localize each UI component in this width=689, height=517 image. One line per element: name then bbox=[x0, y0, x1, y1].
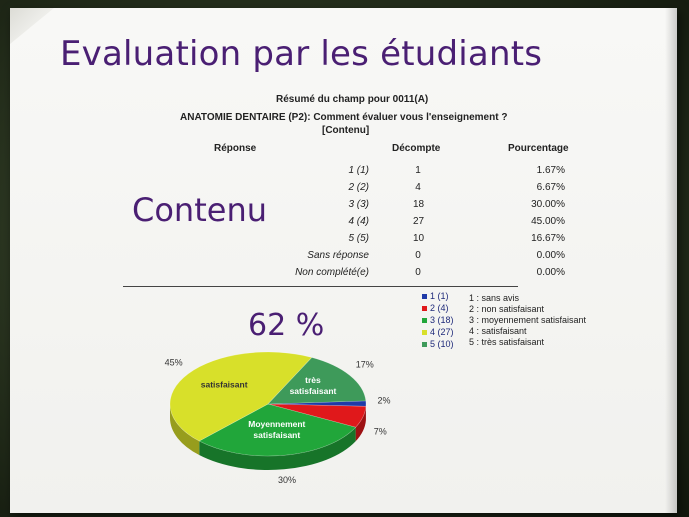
row-percent: 0.00% bbox=[536, 250, 565, 261]
slice-sans-avis bbox=[267, 400, 367, 407]
slice-satisfaisant bbox=[169, 351, 313, 442]
row-label: 1 (1) bbox=[348, 165, 369, 176]
legend-swatch bbox=[422, 330, 427, 336]
legend-item: 1 (1) bbox=[422, 291, 449, 302]
row-percent: 16.67% bbox=[531, 233, 565, 244]
legend-swatch bbox=[422, 342, 427, 348]
row-label: 5 (5) bbox=[348, 233, 369, 244]
summary-heading: Résumé du champ pour 0011(A) bbox=[276, 94, 429, 105]
legend-label: 4 (27) bbox=[430, 327, 454, 337]
row-count: 27 bbox=[413, 216, 425, 227]
slice-tres-satisfaisant bbox=[267, 357, 367, 405]
section-label: [Contenu] bbox=[322, 125, 370, 136]
legend-swatch bbox=[422, 294, 427, 300]
slice-percent-label: 2% bbox=[377, 396, 390, 406]
legend-swatch bbox=[422, 306, 427, 312]
slice-satisfaisant-side bbox=[170, 404, 200, 456]
row-label: 4 (4) bbox=[348, 216, 369, 227]
row-count: 10 bbox=[413, 233, 425, 244]
scale-description: 3 : moyennement satisfaisant bbox=[469, 315, 587, 325]
slice-text: satisfaisant bbox=[201, 379, 248, 389]
scale-description: 2 : non satisfaisant bbox=[469, 304, 545, 314]
slice-percent-label: 45% bbox=[165, 358, 183, 368]
row-percent: 0.00% bbox=[536, 267, 565, 278]
slice-text: satisfaisant bbox=[253, 430, 300, 440]
row-count: 18 bbox=[413, 199, 425, 210]
slice-non-satisfaisant bbox=[267, 403, 367, 428]
row-percent: 30.00% bbox=[531, 199, 565, 210]
legend-item: 2 (4) bbox=[422, 303, 449, 314]
legend-label: 2 (4) bbox=[430, 303, 449, 313]
slice-text: Moyennement bbox=[248, 419, 305, 429]
row-count: 4 bbox=[415, 182, 421, 193]
row-label: Non complété(e) bbox=[295, 267, 369, 278]
row-label: 3 (3) bbox=[348, 199, 369, 210]
pie-chart: 2%7%30%Moyennementsatisfaisant45%satisfa… bbox=[165, 351, 391, 485]
slice-percent-label: 30% bbox=[278, 475, 296, 485]
slide: Evaluation par les étudiants Résumé du c… bbox=[10, 8, 677, 513]
scale-description: 1 : sans avis bbox=[469, 293, 520, 303]
scale-description: 4 : satisfaisant bbox=[469, 326, 527, 336]
slice-percent-label: 7% bbox=[374, 427, 387, 437]
legend-item: 3 (18) bbox=[422, 315, 454, 326]
slice-moyennement-satisfaisant bbox=[198, 403, 357, 457]
table-row: Sans réponse 0 0.00% bbox=[10, 250, 677, 267]
section-callout: Contenu bbox=[132, 191, 267, 229]
row-count: 0 bbox=[415, 267, 421, 278]
divider bbox=[123, 286, 518, 287]
slice-text: satisfaisant bbox=[290, 386, 337, 396]
table-row: Non complété(e) 0 0.00% bbox=[10, 267, 677, 284]
slice-percent-label: 17% bbox=[356, 360, 374, 370]
legend-item: 4 (27) bbox=[422, 327, 454, 338]
question-text: ANATOMIE DENTAIRE (P2): Comment évaluer … bbox=[180, 112, 508, 123]
column-header-pourcentage: Pourcentage bbox=[508, 143, 569, 154]
page-curl bbox=[10, 8, 54, 44]
legend-label: 1 (1) bbox=[430, 291, 449, 301]
column-header-reponse: Réponse bbox=[214, 143, 257, 154]
legend-item: 5 (10) bbox=[422, 339, 454, 350]
row-percent: 6.67% bbox=[536, 182, 565, 193]
slice-text: très bbox=[305, 375, 321, 385]
table-row: 5 (5) 10 16.67% bbox=[10, 233, 677, 250]
row-label: Sans réponse bbox=[307, 250, 369, 261]
scale-description: 5 : très satisfaisant bbox=[469, 337, 545, 347]
highlight-percent: 62 % bbox=[248, 308, 325, 343]
table-row: 2 (2) 4 6.67% bbox=[10, 182, 677, 199]
row-percent: 1.67% bbox=[536, 165, 565, 176]
table-row: 3 (3) 18 30.00% bbox=[10, 199, 677, 216]
table-row: 4 (4) 27 45.00% bbox=[10, 216, 677, 233]
row-percent: 45.00% bbox=[531, 216, 565, 227]
slide-title: Evaluation par les étudiants bbox=[60, 34, 543, 74]
table-row: 1 (1) 1 1.67% bbox=[10, 165, 677, 182]
column-header-decompte: Décompte bbox=[392, 143, 441, 154]
slice-non-satisfaisant-side bbox=[355, 406, 366, 442]
row-count: 1 bbox=[415, 165, 421, 176]
legend-label: 3 (18) bbox=[430, 315, 454, 325]
row-label: 2 (2) bbox=[348, 182, 369, 193]
row-count: 0 bbox=[415, 250, 421, 261]
legend-label: 5 (10) bbox=[430, 339, 454, 349]
legend-swatch bbox=[422, 318, 427, 324]
slice-moyennement-satisfaisant-side bbox=[199, 427, 356, 470]
